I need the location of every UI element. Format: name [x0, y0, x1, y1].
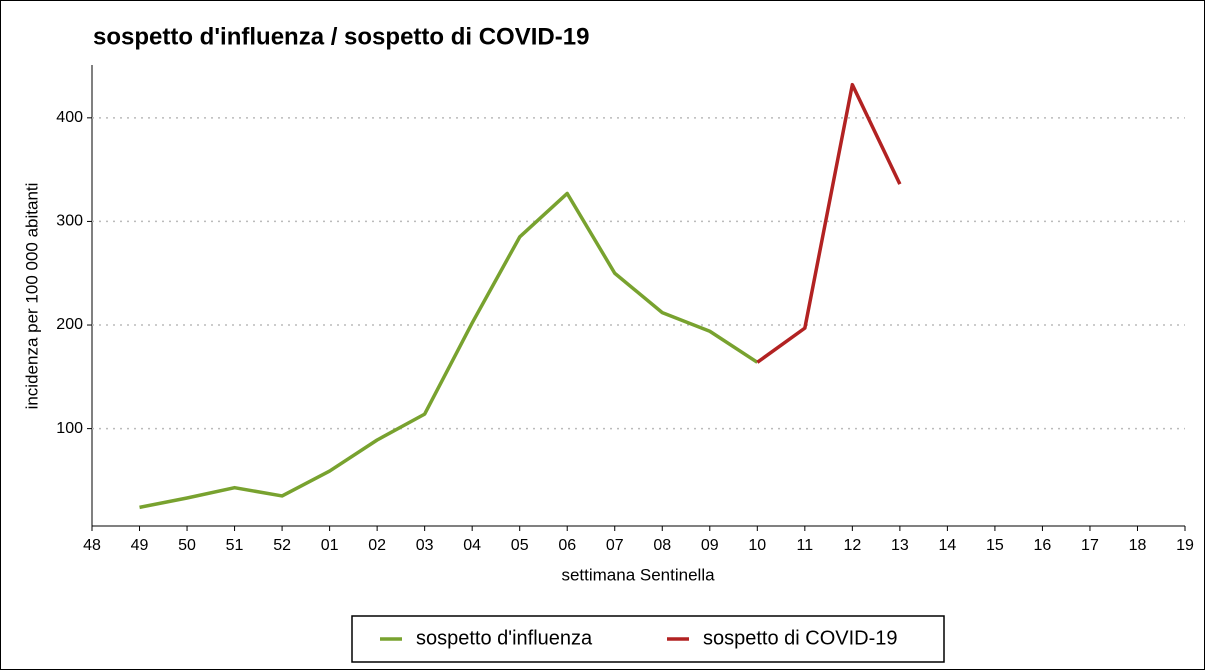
legend-label: sospetto di COVID-19: [703, 627, 898, 649]
x-tick-label: 04: [463, 537, 481, 554]
y-tick-label: 100: [56, 420, 83, 437]
x-tick-label: 19: [1176, 537, 1194, 554]
x-tick-label: 07: [606, 537, 624, 554]
y-tick-label: 400: [56, 109, 83, 126]
x-axis-label: settimana Sentinella: [561, 565, 715, 584]
chart-title: sospetto d'influenza / sospetto di COVID…: [93, 23, 589, 50]
x-tick-label: 12: [843, 537, 861, 554]
x-tick-label: 13: [891, 537, 909, 554]
series-line: [756, 82, 902, 364]
y-tick-label: 300: [56, 213, 83, 230]
x-tick-label: 06: [558, 537, 576, 554]
x-tick-label: 02: [368, 537, 386, 554]
x-tick-label: 49: [131, 537, 149, 554]
legend: [351, 615, 945, 663]
x-tick-label: 09: [701, 537, 719, 554]
x-tick-label: 18: [1129, 537, 1147, 554]
series-line: [139, 191, 759, 510]
x-tick-label: 05: [511, 537, 529, 554]
x-tick-label: 14: [938, 537, 956, 554]
x-tick-label: 10: [748, 537, 766, 554]
x-tick-label: 17: [1081, 537, 1099, 554]
x-tick-label: 01: [321, 537, 339, 554]
x-tick-label: 11: [797, 537, 814, 554]
x-tick-label: 16: [1034, 537, 1052, 554]
x-tick-label: 50: [178, 537, 196, 554]
x-tick-label: 03: [416, 537, 434, 554]
x-tick-label: 08: [653, 537, 671, 554]
x-tick-label: 52: [273, 537, 291, 554]
x-tick-label: 48: [83, 537, 101, 554]
y-axis-label: incidenza per 100 000 abitanti: [22, 183, 41, 410]
x-tick-label: 51: [226, 537, 244, 554]
x-tick-label: 15: [986, 537, 1004, 554]
y-tick-label: 200: [56, 316, 83, 333]
legend-label: sospetto d'influenza: [416, 627, 593, 649]
